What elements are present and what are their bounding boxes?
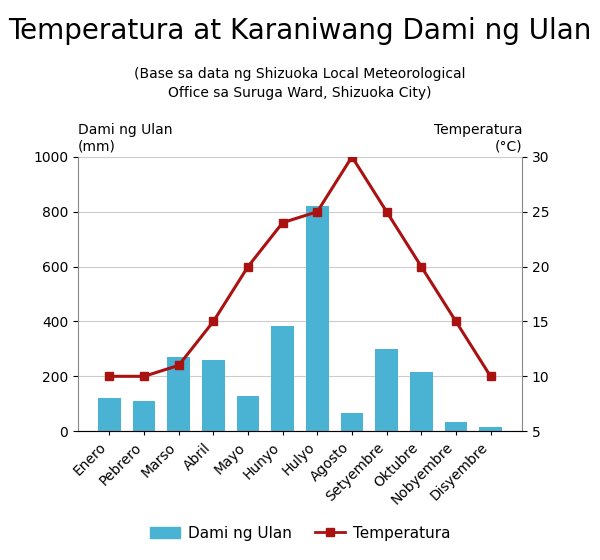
Bar — [445, 422, 467, 431]
Text: (Base sa data ng Shizuoka Local Meteorological
Office sa Suruga Ward, Shizuoka C: (Base sa data ng Shizuoka Local Meteorol… — [134, 67, 466, 100]
Bar — [479, 427, 502, 431]
Bar — [341, 413, 363, 431]
Bar — [98, 398, 121, 431]
Text: Temperatura at Karaniwang Dami ng Ulan: Temperatura at Karaniwang Dami ng Ulan — [8, 17, 592, 45]
Bar — [133, 401, 155, 431]
Bar — [410, 372, 433, 431]
Bar — [376, 349, 398, 431]
Text: Temperatura: Temperatura — [433, 123, 522, 137]
Bar — [306, 206, 329, 431]
Text: Dami ng Ulan: Dami ng Ulan — [78, 123, 173, 137]
Bar — [237, 395, 259, 431]
Text: (mm): (mm) — [78, 140, 116, 154]
Bar — [167, 357, 190, 431]
Legend: Dami ng Ulan, Temperatura: Dami ng Ulan, Temperatura — [143, 520, 457, 547]
Text: (°C): (°C) — [494, 140, 522, 154]
Bar — [202, 360, 224, 431]
Bar — [271, 325, 294, 431]
